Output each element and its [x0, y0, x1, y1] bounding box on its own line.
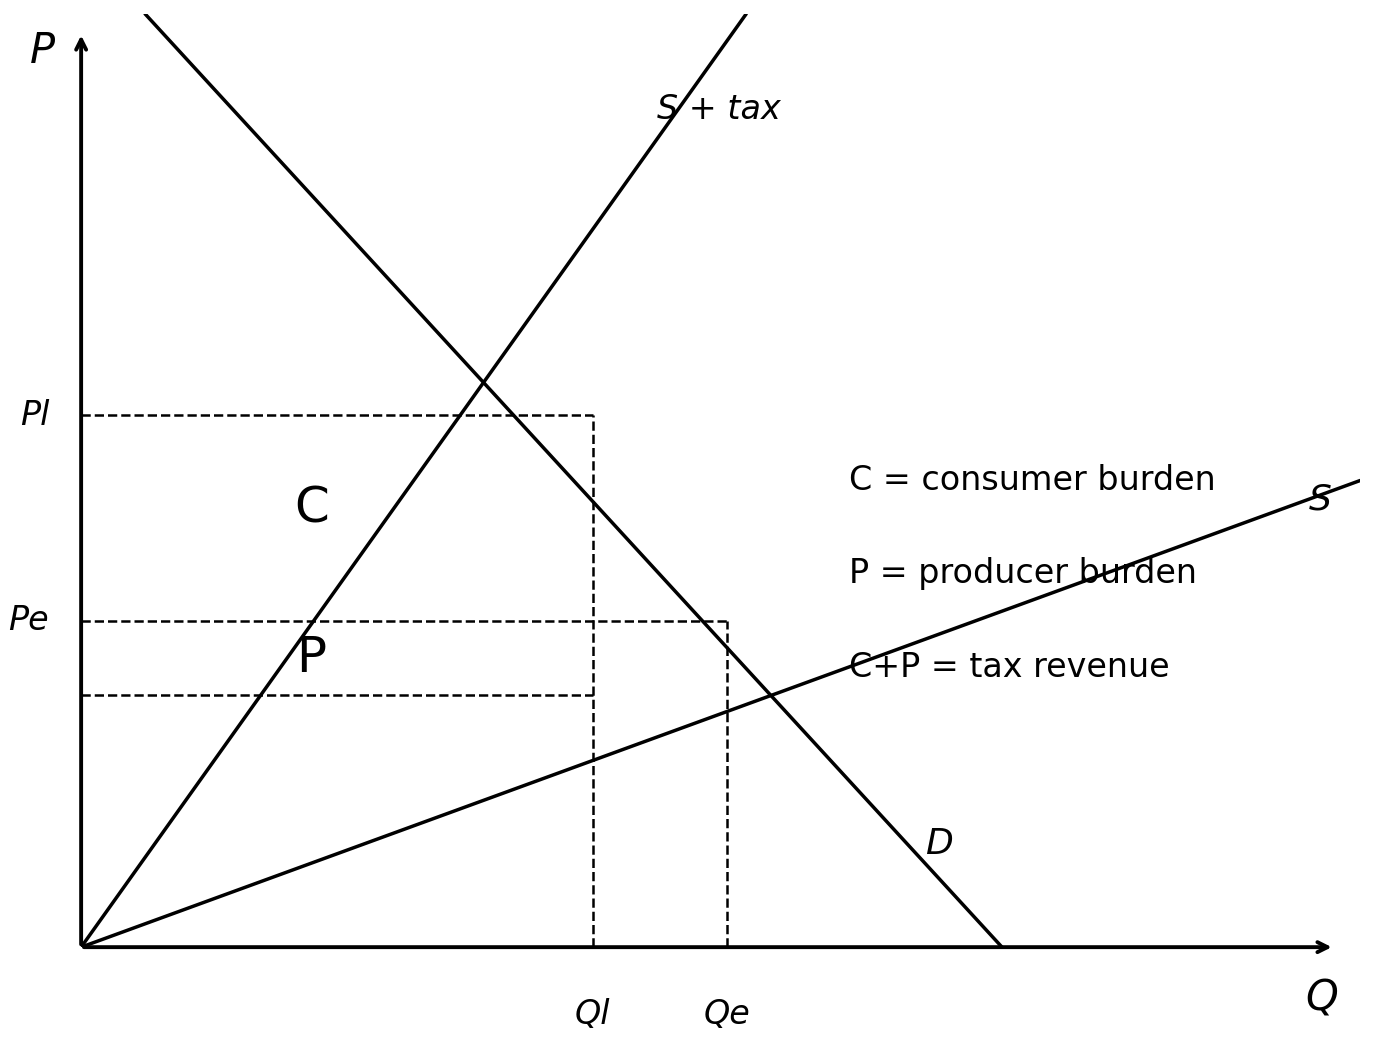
- Text: C: C: [294, 485, 328, 532]
- Text: C = consumer burden: C = consumer burden: [849, 464, 1215, 497]
- Text: Qe: Qe: [703, 999, 750, 1032]
- Text: Ql: Ql: [574, 999, 610, 1032]
- Text: S: S: [1309, 483, 1331, 516]
- Text: Q: Q: [1305, 978, 1338, 1019]
- Text: P = producer burden: P = producer burden: [849, 557, 1197, 591]
- Text: D: D: [925, 827, 954, 862]
- Text: Pe: Pe: [8, 604, 49, 637]
- Text: Pl: Pl: [19, 399, 49, 432]
- Text: P: P: [30, 30, 55, 73]
- Text: C+P = tax revenue: C+P = tax revenue: [849, 651, 1169, 684]
- Text: S + tax: S + tax: [657, 92, 780, 126]
- Text: P: P: [297, 634, 327, 682]
